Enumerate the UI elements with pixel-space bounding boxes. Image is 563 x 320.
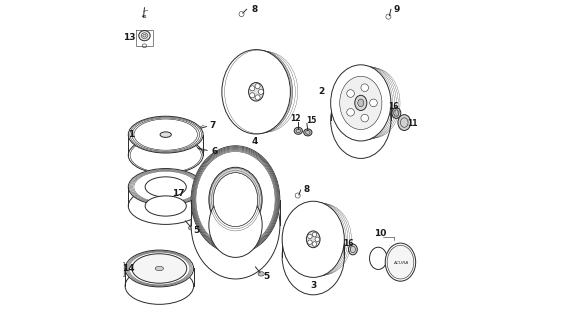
Circle shape (312, 232, 317, 237)
Circle shape (347, 108, 354, 116)
Ellipse shape (195, 151, 276, 249)
Text: 17: 17 (172, 189, 185, 198)
Circle shape (250, 86, 255, 91)
Text: 9: 9 (393, 5, 400, 14)
Ellipse shape (132, 118, 200, 151)
Text: 8: 8 (303, 185, 309, 194)
Ellipse shape (282, 219, 345, 295)
Ellipse shape (334, 69, 387, 136)
Ellipse shape (303, 129, 312, 136)
Circle shape (361, 114, 369, 122)
Ellipse shape (130, 117, 202, 152)
Ellipse shape (258, 272, 265, 276)
Ellipse shape (294, 127, 302, 134)
Circle shape (255, 95, 260, 100)
Circle shape (315, 237, 319, 242)
Circle shape (258, 89, 263, 94)
Ellipse shape (145, 177, 186, 197)
Ellipse shape (138, 31, 150, 41)
Text: 7: 7 (209, 121, 216, 131)
Ellipse shape (132, 170, 200, 204)
Circle shape (308, 240, 312, 244)
Ellipse shape (209, 193, 262, 257)
Text: 3: 3 (310, 281, 316, 290)
Ellipse shape (333, 68, 389, 138)
Ellipse shape (133, 171, 199, 203)
Ellipse shape (339, 76, 382, 130)
Ellipse shape (398, 115, 410, 131)
Ellipse shape (134, 171, 198, 203)
Ellipse shape (392, 108, 401, 118)
Ellipse shape (283, 202, 343, 276)
Text: 15: 15 (306, 116, 317, 125)
Ellipse shape (332, 66, 390, 140)
Text: 16: 16 (343, 239, 354, 248)
Ellipse shape (193, 148, 278, 252)
Ellipse shape (191, 146, 280, 253)
Ellipse shape (358, 99, 364, 107)
Ellipse shape (209, 167, 262, 232)
Ellipse shape (132, 254, 187, 283)
Ellipse shape (125, 268, 194, 304)
Ellipse shape (194, 150, 277, 250)
Ellipse shape (355, 95, 367, 110)
Text: 11: 11 (407, 119, 418, 128)
Ellipse shape (137, 121, 194, 148)
Ellipse shape (385, 243, 415, 281)
Circle shape (347, 90, 354, 97)
Ellipse shape (145, 196, 186, 216)
Text: 13: 13 (123, 33, 136, 42)
Ellipse shape (330, 82, 391, 158)
Ellipse shape (160, 132, 171, 137)
Ellipse shape (191, 171, 280, 279)
Ellipse shape (134, 119, 198, 150)
Circle shape (255, 84, 260, 89)
Ellipse shape (330, 65, 391, 141)
Text: 16: 16 (388, 101, 399, 111)
Ellipse shape (306, 231, 320, 248)
Ellipse shape (129, 169, 202, 205)
Ellipse shape (223, 51, 289, 133)
Ellipse shape (189, 226, 195, 230)
Circle shape (312, 242, 317, 246)
Text: 8: 8 (252, 5, 258, 14)
Ellipse shape (128, 137, 203, 174)
Ellipse shape (192, 147, 279, 252)
Circle shape (370, 99, 377, 107)
Text: 10: 10 (374, 229, 386, 238)
Ellipse shape (194, 148, 278, 251)
Ellipse shape (348, 244, 358, 255)
Ellipse shape (213, 173, 258, 227)
Ellipse shape (128, 116, 203, 153)
Circle shape (250, 93, 255, 98)
Ellipse shape (249, 83, 263, 101)
Text: 2: 2 (318, 87, 324, 96)
Text: 1: 1 (128, 130, 134, 139)
Ellipse shape (128, 169, 203, 205)
Text: 5: 5 (263, 272, 270, 281)
Ellipse shape (282, 201, 345, 277)
Text: 14: 14 (122, 264, 135, 273)
Ellipse shape (196, 152, 275, 248)
Text: ACURA: ACURA (393, 261, 408, 265)
Ellipse shape (128, 188, 203, 224)
Text: 12: 12 (291, 114, 301, 123)
Ellipse shape (125, 250, 194, 287)
Text: 6: 6 (212, 147, 218, 156)
Circle shape (308, 234, 312, 239)
Text: 5: 5 (194, 226, 200, 235)
Ellipse shape (224, 52, 288, 131)
FancyBboxPatch shape (118, 262, 124, 276)
Ellipse shape (222, 50, 291, 134)
Ellipse shape (131, 170, 201, 204)
Ellipse shape (284, 204, 342, 275)
Circle shape (361, 84, 369, 92)
Text: 4: 4 (251, 137, 258, 147)
Ellipse shape (155, 266, 163, 271)
